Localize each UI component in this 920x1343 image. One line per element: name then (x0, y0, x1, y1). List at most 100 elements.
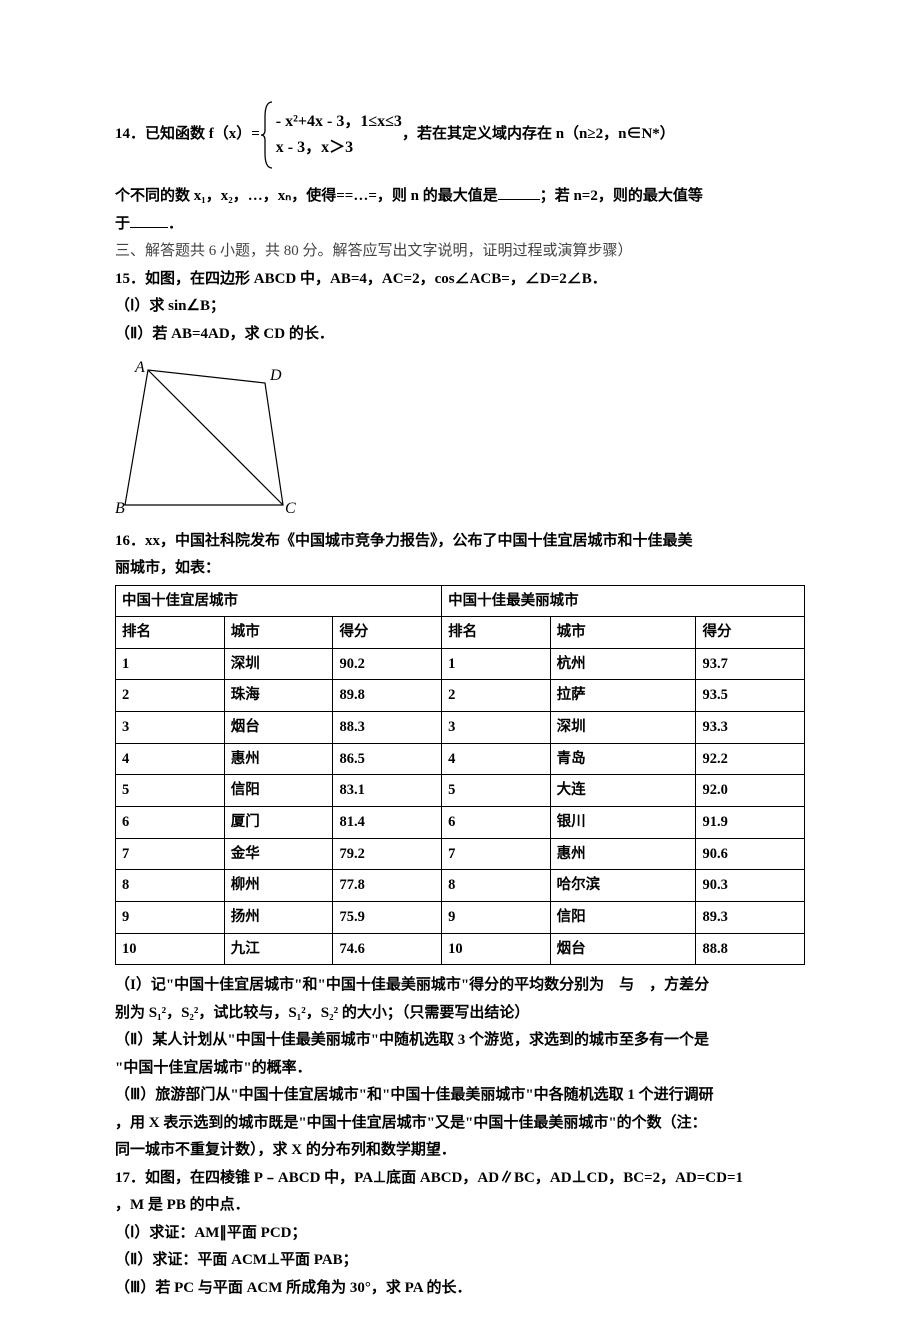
q16-p1a: （I）记"中国十佳宜居城市"和"中国十佳最美丽城市"得分的平均数分别为 与 ，方… (115, 973, 805, 999)
left-brace-icon (260, 100, 274, 170)
q15-part1: （Ⅰ）求 sin∠B； (115, 294, 805, 320)
header-left: 中国十佳宜居城市 (116, 585, 442, 617)
table-cell: 4 (116, 743, 225, 775)
table-cell: 90.2 (333, 648, 442, 680)
q14-line3: 于． (115, 212, 805, 238)
table-subheader-row: 排名 城市 得分 排名 城市 得分 (116, 617, 805, 649)
table-cell: 10 (116, 933, 225, 965)
table-cell: 6 (116, 806, 225, 838)
table-cell: 4 (442, 743, 550, 775)
table-row: 6厦门81.46银川91.9 (116, 806, 805, 838)
table-cell: 深圳 (550, 712, 696, 744)
table-cell: 杭州 (550, 648, 696, 680)
table-cell: 大连 (550, 775, 696, 807)
table-cell: 珠海 (224, 680, 333, 712)
table-row: 7金华79.27惠州90.6 (116, 838, 805, 870)
q16-p3b: ，用 X 表示选到的城市既是"中国十佳宜居城市"又是"中国十佳最美丽城市"的个数… (115, 1111, 805, 1137)
city-table: 中国十佳宜居城市 中国十佳最美丽城市 排名 城市 得分 排名 城市 得分 1深圳… (115, 585, 805, 966)
piecewise: - x²+4x - 3，1≤x≤3 x - 3，x＞3 (260, 100, 402, 170)
table-cell: 93.5 (696, 680, 805, 712)
table-cell: 哈尔滨 (550, 870, 696, 902)
table-cell: 信阳 (224, 775, 333, 807)
table-header-row: 中国十佳宜居城市 中国十佳最美丽城市 (116, 585, 805, 617)
table-cell: 7 (442, 838, 550, 870)
table-cell: 银川 (550, 806, 696, 838)
col-l-2: 得分 (333, 617, 442, 649)
label-A: A (134, 359, 145, 376)
q17-p1: （Ⅰ）求证：AM∥平面 PCD； (115, 1221, 805, 1247)
col-l-0: 排名 (116, 617, 225, 649)
table-row: 8柳州77.88哈尔滨90.3 (116, 870, 805, 902)
table-cell: 5 (442, 775, 550, 807)
table-cell: 90.3 (696, 870, 805, 902)
blank-1 (498, 185, 540, 200)
table-cell: 1 (442, 648, 550, 680)
table-cell: 2 (116, 680, 225, 712)
q14-line2: 个不同的数 x₁，x₂，…，xₙ，使得==…=，则 n 的最大值是；若 n=2，… (115, 184, 805, 210)
table-cell: 86.5 (333, 743, 442, 775)
table-cell: 9 (116, 901, 225, 933)
q14-l2a: 个不同的数 x₁，x₂，…，xₙ，使得==…=，则 n 的最大值是 (115, 188, 498, 204)
table-cell: 厦门 (224, 806, 333, 838)
table-cell: 3 (442, 712, 550, 744)
table-cell: 75.9 (333, 901, 442, 933)
col-r-2: 得分 (696, 617, 805, 649)
table-cell: 烟台 (550, 933, 696, 965)
table-cell: 10 (442, 933, 550, 965)
table-cell: 90.6 (696, 838, 805, 870)
section3-intro: 三、解答题共 6 小题，共 80 分。解答应写出文字说明，证明过程或演算步骤） (115, 239, 805, 265)
table-cell: 81.4 (333, 806, 442, 838)
q14-mid: ，若在其定义域内存在 n（n≥2，n∈N*） (402, 122, 675, 148)
table-row: 5信阳83.15大连92.0 (116, 775, 805, 807)
table-cell: 7 (116, 838, 225, 870)
q15-figure: A B C D (115, 355, 300, 515)
table-cell: 92.0 (696, 775, 805, 807)
table-cell: 柳州 (224, 870, 333, 902)
table-cell: 2 (442, 680, 550, 712)
table-cell: 83.1 (333, 775, 442, 807)
blank-2 (130, 213, 168, 228)
table-row: 9扬州75.99信阳89.3 (116, 901, 805, 933)
table-cell: 1 (116, 648, 225, 680)
q16-p1b: 别为 S₁²，S₂²，试比较与，S₁²，S₂² 的大小；（只需要写出结论） (115, 1001, 805, 1027)
table-row: 2珠海89.82拉萨93.5 (116, 680, 805, 712)
header-right: 中国十佳最美丽城市 (442, 585, 805, 617)
table-cell: 6 (442, 806, 550, 838)
q16-p3a: （Ⅲ）旅游部门从"中国十佳宜居城市"和"中国十佳最美丽城市"中各随机选取 1 个… (115, 1083, 805, 1109)
table-cell: 8 (442, 870, 550, 902)
case2: x - 3，x＞3 (276, 135, 402, 161)
label-B: B (115, 500, 125, 515)
table-cell: 77.8 (333, 870, 442, 902)
col-l-1: 城市 (224, 617, 333, 649)
q17-p3: （Ⅲ）若 PC 与平面 ACM 所成角为 30°，求 PA 的长． (115, 1276, 805, 1302)
table-row: 10九江74.610烟台88.8 (116, 933, 805, 965)
table-cell: 金华 (224, 838, 333, 870)
table-cell: 5 (116, 775, 225, 807)
table-cell: 91.9 (696, 806, 805, 838)
q16-p3c: 同一城市不重复计数），求 X 的分布列和数学期望． (115, 1138, 805, 1164)
table-cell: 惠州 (224, 743, 333, 775)
table-cell: 信阳 (550, 901, 696, 933)
table-cell: 9 (442, 901, 550, 933)
q15-part2: （Ⅱ）若 AB=4AD，求 CD 的长． (115, 322, 805, 348)
table-cell: 3 (116, 712, 225, 744)
table-cell: 92.2 (696, 743, 805, 775)
table-cell: 74.6 (333, 933, 442, 965)
table-cell: 拉萨 (550, 680, 696, 712)
table-cell: 93.7 (696, 648, 805, 680)
table-cell: 88.8 (696, 933, 805, 965)
table-cell: 93.3 (696, 712, 805, 744)
q17-l1: 17．如图，在四棱锥 P﹣ABCD 中，PA⊥底面 ABCD，AD∥BC，AD⊥… (115, 1166, 805, 1192)
col-r-1: 城市 (550, 617, 696, 649)
q15-line1: 15．如图，在四边形 ABCD 中，AB=4，AC=2，cos∠ACB=，∠D=… (115, 267, 805, 293)
case1: - x²+4x - 3，1≤x≤3 (276, 109, 402, 135)
table-cell: 89.8 (333, 680, 442, 712)
q17-l2: ，M 是 PB 的中点． (115, 1193, 805, 1219)
table-cell: 惠州 (550, 838, 696, 870)
q16-intro2: 丽城市，如表： (115, 556, 805, 582)
table-row: 3烟台88.33深圳93.3 (116, 712, 805, 744)
table-cell: 烟台 (224, 712, 333, 744)
q14-prefix: 14．已知函数 f（x）= (115, 122, 260, 148)
table-cell: 89.3 (696, 901, 805, 933)
q14-l3: 于 (115, 216, 130, 232)
